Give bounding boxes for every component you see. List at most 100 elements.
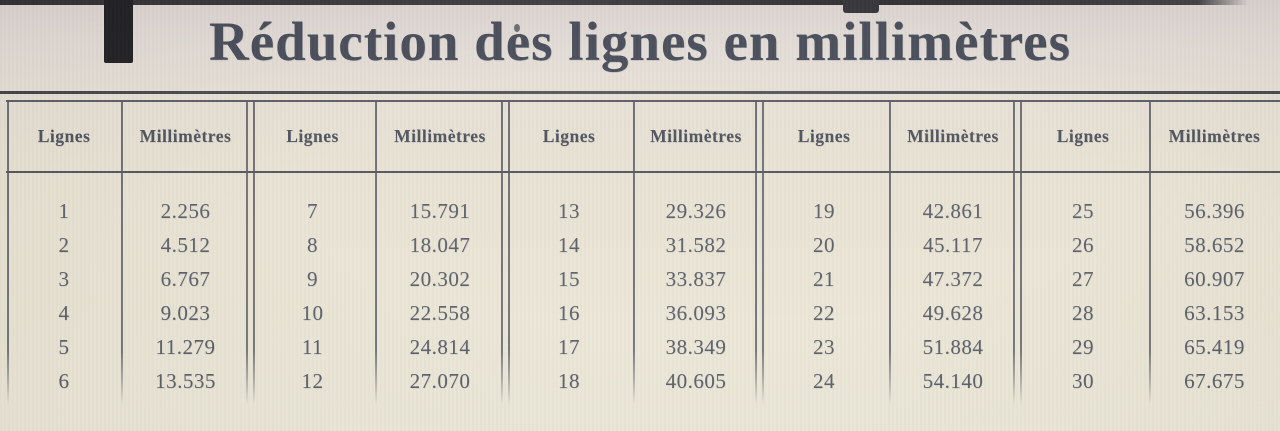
lignes-cell: 21 [813,266,835,291]
millimetres-cell: 49.628 [922,300,984,325]
millimetres-cell: 67.675 [1184,368,1245,393]
table-row: 1 2.256 7 15.791 13 29.326 19 42.861 25 56.396 [7,173,1280,228]
millimetres-cell: 40.605 [665,368,727,393]
millimetres-cell: 58.652 [1184,232,1245,257]
millimetres-cell: 11.279 [155,334,216,359]
millimetres-cell: 4.512 [160,232,211,257]
millimetres-cell: 42.861 [922,198,984,223]
table-row: 4 9.023 10 22.558 16 36.093 22 49.628 28 63.153 [7,296,1280,330]
lignes-cell: 14 [558,232,580,257]
lignes-cell: 18 [558,368,580,393]
lignes-cell: 16 [558,300,580,325]
header-cell-lignes: Lignes [286,126,339,146]
lignes-cell: 24 [813,368,835,393]
table-rule-vertical [501,100,503,405]
millimetres-cell: 51.884 [922,334,984,359]
millimetres-cell: 29.326 [665,198,727,223]
header-cell-millimetres: Millimètres [907,126,999,146]
lignes-cell: 8 [307,232,318,257]
header-cell-lignes: Lignes [797,126,851,146]
table-rule-vertical [889,100,891,405]
header-cell-millimetres: Millimètres [139,126,232,146]
millimetres-cell: 38.349 [665,334,727,359]
millimetres-cell: 15.791 [409,198,471,223]
scan-speck-mark [514,24,520,32]
millimetres-cell: 24.814 [409,334,471,359]
table-rule-vertical [121,100,123,405]
millimetres-cell: 65.419 [1184,334,1245,359]
scan-top-edge-mark [0,0,1248,5]
millimetres-cell: 33.837 [665,266,727,291]
table-rule-vertical [253,100,255,405]
table-rule-vertical [7,100,9,405]
lignes-cell: 29 [1072,334,1094,359]
lignes-cell: 2 [58,232,70,257]
lignes-cell: 1 [58,198,70,223]
millimetres-cell: 6.767 [160,266,211,291]
lignes-cell: 10 [301,300,324,325]
lignes-cell: 20 [813,232,835,257]
lignes-cell: 17 [558,334,580,359]
millimetres-cell: 63.153 [1184,300,1245,325]
millimetres-cell: 18.047 [409,232,471,257]
table-rule-vertical [755,100,757,405]
lignes-cell: 26 [1072,232,1094,257]
millimetres-cell: 31.582 [665,232,727,257]
millimetres-cell: 54.140 [922,368,984,393]
millimetres-cell: 60.907 [1184,266,1245,291]
table-rule-vertical [633,100,635,405]
lignes-cell: 11 [301,334,324,359]
millimetres-cell: 56.396 [1184,198,1245,223]
millimetres-cell: 20.302 [409,266,471,291]
millimetres-cell: 13.535 [155,368,216,393]
millimetres-cell: 27.070 [409,368,471,393]
lignes-cell: 9 [307,266,318,291]
millimetres-cell: 45.117 [923,232,983,257]
lignes-cell: 19 [813,198,835,223]
header-bottom-rule [6,171,1280,173]
lignes-cell: 4 [58,300,70,325]
title-rule [0,91,1280,94]
table-rule-vertical [1149,100,1151,405]
lignes-cell: 15 [558,266,580,291]
lignes-cell: 5 [58,334,70,359]
table-rule-vertical [1013,100,1015,405]
lignes-cell: 25 [1072,198,1094,223]
millimetres-cell: 22.558 [409,300,471,325]
lignes-cell: 22 [813,300,835,325]
table-row: 5 11.279 11 24.814 17 38.349 23 51.884 29 65.419 [7,330,1280,364]
table-rule-vertical [508,100,510,405]
scan-left-bar-mark [104,0,133,63]
table-row: 6 13.535 12 27.070 18 40.605 24 54.140 30 67.675 [7,364,1280,398]
table-rule-vertical [246,100,248,405]
header-cell-lignes: Lignes [542,126,596,146]
header-cell-lignes: Lignes [1056,126,1110,146]
millimetres-cell: 36.093 [665,300,727,325]
millimetres-cell: 2.256 [160,198,211,223]
lignes-cell: 13 [558,198,580,223]
table-row: 2 4.512 8 18.047 14 31.582 20 45.117 26 58.652 [7,228,1280,262]
lignes-cell: 6 [58,368,70,393]
lignes-cell: 30 [1072,368,1094,393]
lignes-cell: 27 [1072,266,1094,291]
table-rule-vertical [762,100,764,405]
millimetres-cell: 47.372 [922,266,984,291]
table-rule-vertical [375,100,377,405]
header-cell-millimetres: Millimètres [394,126,486,146]
title-band: Réduction des lignes en millimètres [0,0,1280,91]
millimetres-cell: 9.023 [160,300,211,325]
scan-top-notch-mark [843,0,879,13]
header-cell-millimetres: Millimètres [1168,126,1261,146]
table-rule-vertical [1020,100,1022,405]
lignes-cell: 23 [813,334,835,359]
header-cell-millimetres: Millimètres [650,126,742,146]
lignes-cell: 7 [307,198,318,223]
table-row: 3 6.767 9 20.302 15 33.837 21 47.372 27 60.907 [7,262,1280,296]
lignes-cell: 28 [1072,300,1094,325]
lignes-cell: 3 [58,266,70,291]
table-header-row: Lignes Millimètres Lignes Millimètres Li… [7,100,1280,173]
table-body: 1 2.256 7 15.791 13 29.326 19 42.861 25 56.396 2 4.… [7,173,1280,398]
header-cell-lignes: Lignes [37,126,91,146]
lignes-cell: 12 [301,368,324,393]
